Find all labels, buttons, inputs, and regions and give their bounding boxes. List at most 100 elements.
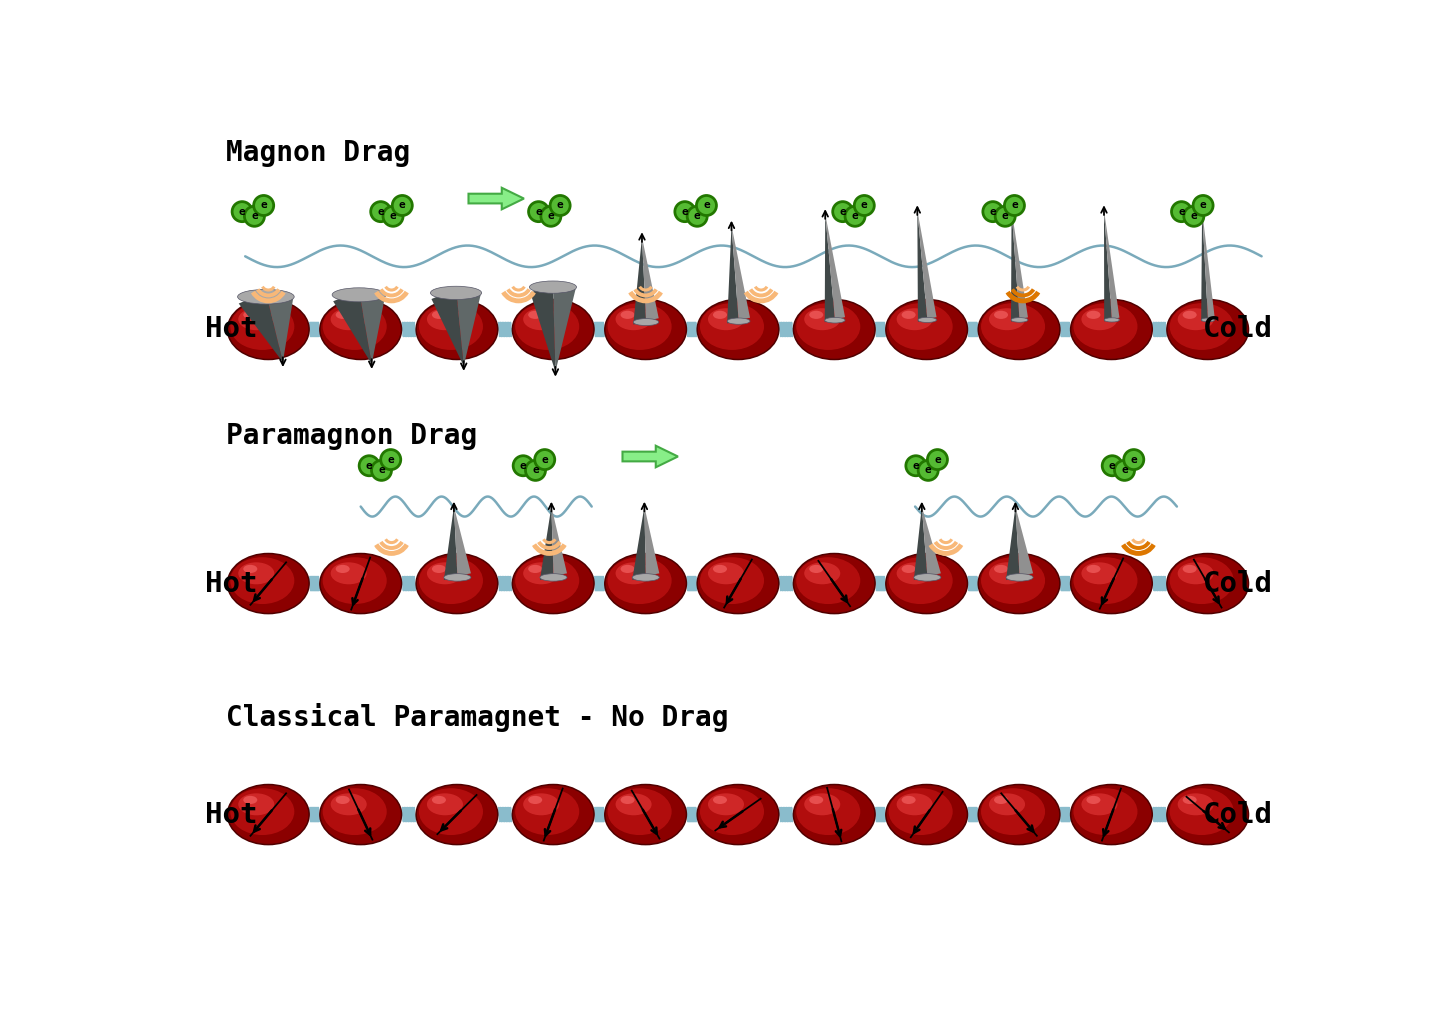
Polygon shape: [1011, 210, 1028, 319]
Ellipse shape: [513, 785, 593, 844]
Circle shape: [984, 202, 1002, 222]
Ellipse shape: [511, 553, 595, 614]
Ellipse shape: [1071, 554, 1152, 613]
Ellipse shape: [415, 784, 498, 846]
Text: Hot: Hot: [204, 569, 258, 598]
Ellipse shape: [321, 300, 400, 359]
Ellipse shape: [727, 318, 750, 324]
Ellipse shape: [243, 565, 258, 573]
Polygon shape: [732, 226, 750, 320]
Ellipse shape: [994, 311, 1008, 319]
Polygon shape: [922, 506, 940, 576]
Ellipse shape: [632, 573, 660, 581]
Ellipse shape: [419, 303, 482, 349]
Ellipse shape: [1169, 557, 1234, 604]
Circle shape: [697, 196, 717, 216]
Ellipse shape: [320, 553, 402, 614]
Ellipse shape: [700, 557, 765, 604]
Text: e: e: [261, 201, 266, 211]
Text: e: e: [1109, 461, 1116, 471]
Ellipse shape: [697, 553, 779, 614]
Ellipse shape: [901, 565, 916, 573]
Ellipse shape: [513, 554, 593, 613]
Ellipse shape: [432, 311, 446, 319]
Ellipse shape: [243, 311, 258, 319]
Ellipse shape: [243, 796, 258, 804]
Circle shape: [927, 450, 948, 470]
Ellipse shape: [1168, 785, 1247, 844]
Text: Hot: Hot: [204, 315, 258, 343]
Text: e: e: [694, 212, 701, 221]
Ellipse shape: [523, 308, 559, 330]
Circle shape: [1115, 460, 1135, 480]
Ellipse shape: [230, 303, 294, 349]
Ellipse shape: [331, 793, 367, 815]
Ellipse shape: [989, 308, 1025, 330]
Ellipse shape: [1070, 299, 1153, 361]
Text: e: e: [547, 212, 554, 221]
Ellipse shape: [1073, 788, 1138, 835]
Ellipse shape: [621, 796, 635, 804]
Ellipse shape: [914, 573, 940, 581]
Text: e: e: [366, 461, 373, 471]
Ellipse shape: [1201, 318, 1215, 322]
Ellipse shape: [809, 311, 824, 319]
Text: e: e: [536, 207, 541, 217]
Ellipse shape: [698, 554, 778, 613]
Ellipse shape: [1104, 318, 1119, 322]
Ellipse shape: [1073, 557, 1138, 604]
Ellipse shape: [792, 553, 876, 614]
Ellipse shape: [516, 557, 579, 604]
Ellipse shape: [621, 311, 635, 319]
Circle shape: [380, 450, 400, 470]
Text: e: e: [1130, 455, 1138, 465]
Text: e: e: [533, 465, 539, 475]
Circle shape: [687, 207, 707, 226]
Circle shape: [906, 456, 926, 476]
Circle shape: [854, 196, 874, 216]
Text: e: e: [861, 201, 868, 211]
Ellipse shape: [229, 785, 308, 844]
Polygon shape: [1015, 506, 1032, 576]
Ellipse shape: [511, 784, 595, 846]
Ellipse shape: [621, 565, 635, 573]
Ellipse shape: [606, 554, 685, 613]
Circle shape: [1194, 196, 1212, 216]
Circle shape: [832, 202, 852, 222]
Text: e: e: [390, 212, 396, 221]
Ellipse shape: [523, 793, 559, 815]
Circle shape: [1123, 450, 1143, 470]
Ellipse shape: [795, 300, 874, 359]
Circle shape: [675, 202, 696, 222]
Ellipse shape: [713, 565, 727, 573]
Ellipse shape: [336, 565, 350, 573]
Ellipse shape: [432, 565, 446, 573]
Ellipse shape: [1182, 565, 1197, 573]
Polygon shape: [825, 214, 845, 319]
Ellipse shape: [713, 796, 727, 804]
Text: Cold: Cold: [1204, 315, 1273, 343]
Ellipse shape: [804, 793, 841, 815]
Ellipse shape: [634, 318, 658, 325]
Ellipse shape: [229, 300, 308, 359]
Ellipse shape: [1081, 562, 1117, 585]
Text: e: e: [399, 201, 406, 211]
Polygon shape: [917, 210, 936, 319]
Ellipse shape: [606, 300, 685, 359]
Text: Magnon Drag: Magnon Drag: [226, 139, 410, 166]
Polygon shape: [914, 506, 927, 580]
Circle shape: [392, 196, 412, 216]
Text: e: e: [1011, 201, 1018, 211]
Ellipse shape: [528, 796, 543, 804]
Ellipse shape: [1011, 318, 1028, 322]
Ellipse shape: [901, 796, 916, 804]
Ellipse shape: [796, 303, 860, 349]
Ellipse shape: [887, 785, 966, 844]
Circle shape: [995, 207, 1015, 226]
Ellipse shape: [426, 793, 462, 815]
Ellipse shape: [540, 573, 567, 581]
Polygon shape: [530, 284, 556, 372]
Ellipse shape: [603, 784, 687, 846]
Circle shape: [372, 460, 392, 480]
Ellipse shape: [1086, 565, 1100, 573]
